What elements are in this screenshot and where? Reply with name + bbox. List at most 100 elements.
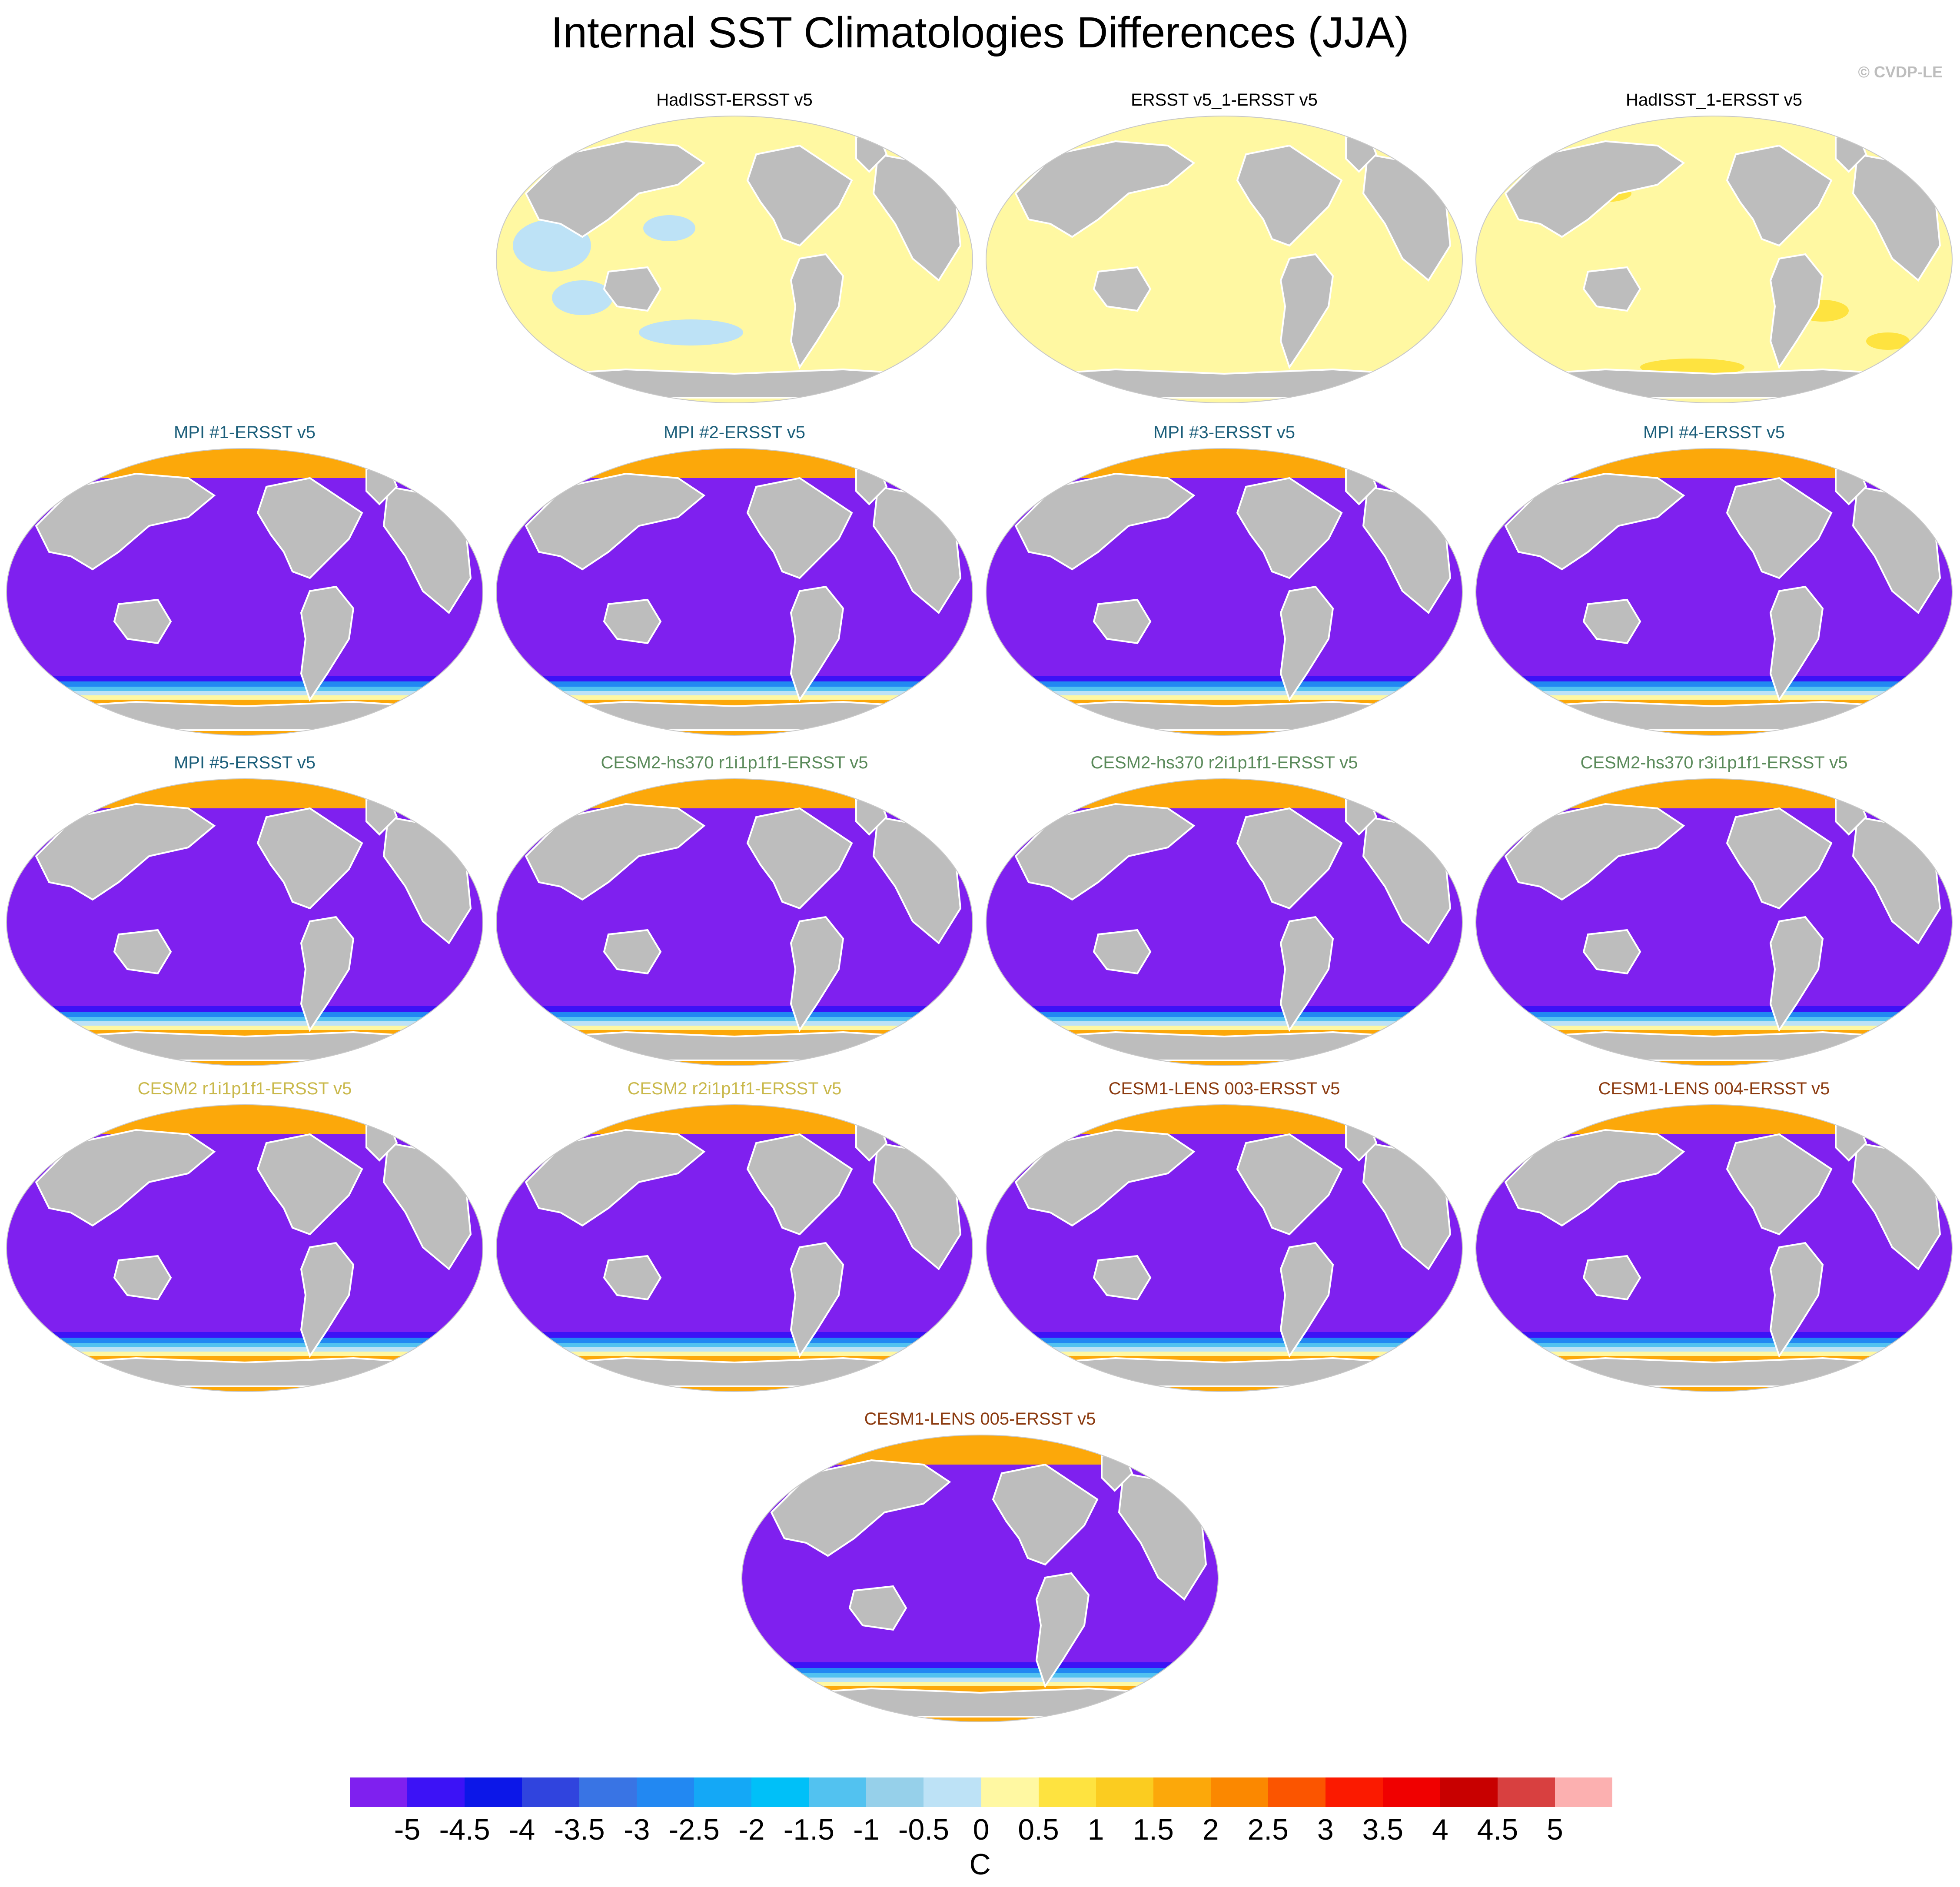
cool-patch (552, 280, 613, 315)
land-mass (1093, 266, 1152, 312)
land-mass (603, 1255, 662, 1301)
colorbar-tick-label: 1 (1087, 1813, 1104, 1846)
land-mass (113, 929, 172, 975)
map-outline (741, 1435, 1219, 1722)
land-mass (519, 1031, 950, 1061)
map-outline (6, 448, 483, 736)
colorbar-swatch (1268, 1777, 1325, 1807)
land-mass (1279, 253, 1334, 369)
map-outline (496, 778, 973, 1066)
land-mass (525, 1129, 706, 1227)
land-mass (1009, 1031, 1440, 1061)
colorbar-tick-label: 0 (973, 1813, 990, 1846)
map-panel (1475, 1104, 1953, 1392)
arctic-warm-band (496, 1105, 973, 1134)
map-panel (986, 116, 1463, 403)
colorbar-tick-label: -0.5 (898, 1813, 950, 1846)
map-panel (496, 778, 973, 1066)
map-panel (496, 1104, 973, 1392)
colorbar-units-label: C (969, 1848, 991, 1881)
map-panel (986, 448, 1463, 736)
map-panel (6, 1104, 483, 1392)
arctic-warm-band (986, 448, 1462, 478)
panel-title: ERSST v5_1-ERSST v5 (1131, 90, 1318, 110)
colorbar-swatch (1210, 1777, 1268, 1807)
cool-patch (643, 215, 695, 241)
cool-patch (639, 319, 743, 346)
land-mass (1769, 1242, 1824, 1358)
colorbar-swatch (350, 1777, 408, 1807)
map-panel (496, 116, 973, 403)
land-mass (525, 472, 706, 571)
land-mass (790, 585, 844, 702)
map-outline (496, 1104, 973, 1392)
panel-title: MPI #4-ERSST v5 (1643, 423, 1785, 442)
land-mass (790, 253, 844, 369)
land-mass (1093, 1255, 1152, 1301)
colorbar-tick-label: -2 (738, 1813, 765, 1846)
colorbar-tick-label: 1.5 (1133, 1813, 1174, 1846)
land-mass (1236, 144, 1343, 247)
figure-title: Internal SST Climatologies Differences (… (551, 8, 1409, 57)
land-mass (1009, 368, 1440, 399)
map-outline (986, 778, 1463, 1066)
land-mass (746, 144, 853, 247)
land-mass (1236, 807, 1343, 910)
map-outline (1475, 778, 1953, 1066)
land-mass (1498, 1031, 1930, 1061)
land-mass (35, 472, 216, 571)
land-mass (1279, 1242, 1334, 1358)
panel-title: CESM2-hs370 r1i1p1f1-ERSST v5 (601, 753, 868, 772)
colorbar-swatch (579, 1777, 637, 1807)
arctic-warm-band (7, 1105, 483, 1134)
panel-title: HadISST_1-ERSST v5 (1625, 90, 1803, 110)
colorbar-tick-label: 2 (1202, 1813, 1219, 1846)
colorbar-swatch (407, 1777, 465, 1807)
map-panel (496, 448, 973, 736)
land-mass (746, 477, 853, 579)
colorbar-swatch (465, 1777, 522, 1807)
land-mass (764, 1687, 1196, 1718)
land-mass (603, 598, 662, 645)
map-outline (1475, 448, 1953, 736)
arctic-warm-band (986, 779, 1462, 808)
colorbar-tick-label: 3.5 (1362, 1813, 1404, 1846)
land-mass (1279, 585, 1334, 702)
land-mass (29, 1031, 460, 1061)
panel-title: MPI #5-ERSST v5 (173, 753, 316, 772)
colorbar-swatch (1153, 1777, 1211, 1807)
land-mass (1582, 929, 1641, 975)
copyright-label: © CVDP-LE (1858, 63, 1943, 81)
land-mass (1014, 803, 1196, 901)
map-panel (6, 448, 483, 736)
land-mass (1726, 807, 1833, 910)
colorbar-tick-label: 4 (1432, 1813, 1448, 1846)
colorbar-tick-label: -4.5 (439, 1813, 490, 1846)
land-mass (1498, 1357, 1930, 1387)
colorbar-swatch (1440, 1777, 1498, 1807)
land-mass (519, 1357, 950, 1387)
map-outline (1475, 116, 1953, 403)
land-mass (1498, 368, 1930, 399)
colorbar-swatch (637, 1777, 694, 1807)
land-mass (1504, 472, 1685, 571)
land-mass (603, 929, 662, 975)
colorbar-tick-label: -4 (508, 1813, 535, 1846)
map-panel (1475, 116, 1953, 403)
arctic-warm-band (496, 448, 973, 478)
colorbar-tick-label: -5 (394, 1813, 421, 1846)
panel-title: CESM1-LENS 003-ERSST v5 (1108, 1079, 1340, 1098)
arctic-warm-band (742, 1435, 1218, 1465)
land-mass (848, 1585, 907, 1631)
panel-title: CESM2 r2i1p1f1-ERSST v5 (627, 1079, 842, 1098)
colorbar-swatch (694, 1777, 752, 1807)
land-mass (29, 701, 460, 731)
land-mass (790, 1242, 844, 1358)
land-mass (29, 1357, 460, 1387)
land-mass (35, 1129, 216, 1227)
map-outline (1475, 1104, 1953, 1392)
land-mass (1726, 1133, 1833, 1236)
arctic-warm-band (7, 779, 483, 808)
colorbar-swatch (1497, 1777, 1555, 1807)
map-panel (741, 1435, 1219, 1722)
